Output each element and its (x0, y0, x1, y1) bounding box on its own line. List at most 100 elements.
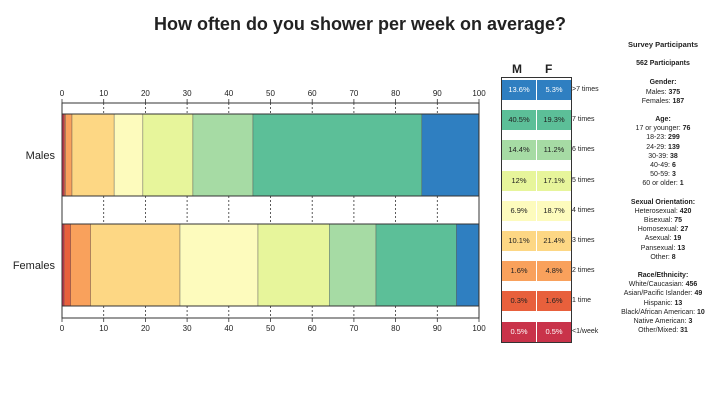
panel-item-label: Hispanic: (643, 299, 675, 307)
bar-segment (257, 223, 330, 307)
bar-segment (421, 113, 479, 197)
legend-cell-f: 1.6% (537, 291, 571, 312)
legend-table: 13.6% 5.3% 40.5% 19.3% 14.4% 11.2% 12% 17.1% 6.9… (501, 77, 572, 343)
panel-item-value: 76 (682, 125, 691, 133)
tick-label-bottom: 80 (391, 324, 400, 333)
panel-item-label: Females: (641, 97, 673, 105)
panel-item: Heterosexual: 420 (608, 207, 718, 216)
legend-label: >7 times (572, 86, 599, 93)
legend-cell-f: 18.7% (537, 200, 571, 221)
panel-item: Other/Mixed: 31 (608, 326, 718, 335)
panel-item: 24-29: 139 (608, 143, 718, 152)
panel-item: 30-39: 38 (608, 152, 718, 161)
tick-label-top: 100 (472, 89, 486, 98)
tick-label-top: 30 (183, 89, 192, 98)
panel-item-value: 420 (679, 207, 692, 215)
panel-item-label: 30-39: (648, 152, 670, 160)
bar-segment (65, 113, 73, 197)
legend-header-f: F (545, 62, 553, 76)
panel-item-label: 18-23: (646, 134, 669, 142)
panel-title: Survey Participants (627, 40, 699, 49)
panel-item: Hispanic: 13 (608, 299, 718, 308)
legend-row: 10.1% 21.4% (502, 231, 571, 251)
legend-cell-f: 17.1% (537, 170, 571, 191)
legend-cell-m: 0.5% (502, 321, 537, 342)
panel-item-value: 13 (674, 299, 683, 307)
tick-label-bottom: 30 (183, 324, 192, 333)
panel-item-value: 10 (697, 308, 705, 316)
survey-participants-panel: Survey Participants 562 Participants Gen… (608, 40, 718, 344)
panel-item-label: Bisexual: (643, 217, 675, 225)
panel-item: Males: 375 (608, 88, 718, 97)
legend-header-m: M (512, 62, 522, 76)
legend-row: 6.9% 18.7% (502, 200, 571, 221)
stacked-bar-chart: Males Females 0 0 10 10 20 20 30 30 40 40 50 50 60 60 70… (13, 89, 486, 333)
legend-row: 40.5% 19.3% (502, 110, 571, 131)
legend-cell-f: 11.2% (537, 140, 571, 161)
panel-item-label: Other/Mixed: (638, 327, 681, 335)
bar-segment (252, 113, 423, 197)
legend-row: 12% 17.1% (502, 170, 571, 191)
bar-segment (113, 113, 144, 197)
tick-label-top: 70 (349, 89, 358, 98)
panel-item: Native American: 3 (608, 317, 718, 326)
legend-label: 3 times (572, 237, 595, 244)
panel-item: Asian/Pacific Islander: 49 (608, 289, 718, 298)
panel-item-value: 49 (694, 290, 703, 298)
panel-item: Homosexual: 27 (608, 225, 718, 234)
panel-section-title: Race/Ethnicity: (637, 272, 689, 280)
legend-label: 6 times (572, 146, 595, 154)
panel-item-value: 38 (670, 152, 678, 160)
tick-label-bottom: 40 (224, 324, 233, 333)
legend-cell-m: 1.6% (502, 261, 537, 282)
bar-segment (456, 223, 479, 307)
legend-label: 2 times (572, 267, 595, 275)
panel-section: Gender: Males: 375 Females: 187 (608, 78, 718, 106)
panel-item-value: 27 (680, 226, 689, 234)
legend-row: 0.5% 0.5% (502, 321, 571, 342)
panel-section-title: Sexual Orientation: (630, 198, 696, 206)
panel-total: 562 Participants (636, 60, 690, 68)
panel-section-title: Age: (655, 116, 671, 124)
panel-item-label: Males: (645, 88, 669, 96)
legend-label: 1 time (572, 297, 592, 305)
panel-item-label: Native American: (633, 318, 689, 326)
tick-label-bottom: 10 (99, 324, 108, 333)
tick-label-bottom: 50 (266, 324, 275, 333)
panel-section: Age: 17 or younger: 76 18-23: 299 24-29: 13… (608, 115, 718, 189)
panel-item: 50-59: 3 (608, 170, 718, 179)
tick-label-top: 80 (391, 89, 400, 98)
legend-row: 1.6% 4.8% (502, 261, 571, 282)
panel-item-label: 24-29: (646, 143, 669, 151)
panel-item-label: 40-49: (650, 162, 672, 170)
panel-item: White/Caucasian: 456 (608, 280, 718, 289)
panel-item-value: 75 (674, 217, 683, 225)
panel-item-value: 13 (677, 244, 686, 252)
panel-item-label: Asexual: (644, 235, 674, 243)
panel-item-label: 17 or younger: (635, 125, 683, 133)
tick-label-top: 50 (266, 89, 275, 98)
panel-item-label: Homosexual: (637, 226, 681, 234)
legend-row: 14.4% 11.2% (502, 140, 571, 161)
legend-row: 13.6% 5.3% (502, 80, 571, 100)
category-label: Females (13, 260, 56, 272)
panel-item: 60 or older: 1 (608, 179, 718, 188)
legend-cell-m: 10.1% (502, 231, 537, 251)
panel-sections: Gender: Males: 375 Females: 187 Age: 17 or y… (608, 78, 718, 335)
legend-cell-f: 19.3% (537, 110, 571, 131)
panel-item: 40-49: 6 (608, 161, 718, 170)
panel-item: 17 or younger: 76 (608, 124, 718, 133)
legend-cell-m: 40.5% (502, 110, 537, 131)
panel-item: 18-23: 299 (608, 133, 718, 142)
panel-item-value: 6 (671, 162, 676, 170)
panel-item: Bisexual: 75 (608, 216, 718, 225)
panel-item-value: 8 (671, 253, 676, 261)
panel-item-value: 375 (668, 88, 681, 96)
tick-label-bottom: 70 (349, 324, 358, 333)
panel-section-title: Gender: (649, 79, 677, 87)
panel-item-label: Pansexual: (640, 244, 678, 252)
panel-item-value: 456 (685, 281, 698, 289)
legend-cell-m: 0.3% (502, 291, 537, 312)
panel-item-label: Heterosexual: (634, 207, 680, 215)
bar-segment (329, 223, 377, 307)
